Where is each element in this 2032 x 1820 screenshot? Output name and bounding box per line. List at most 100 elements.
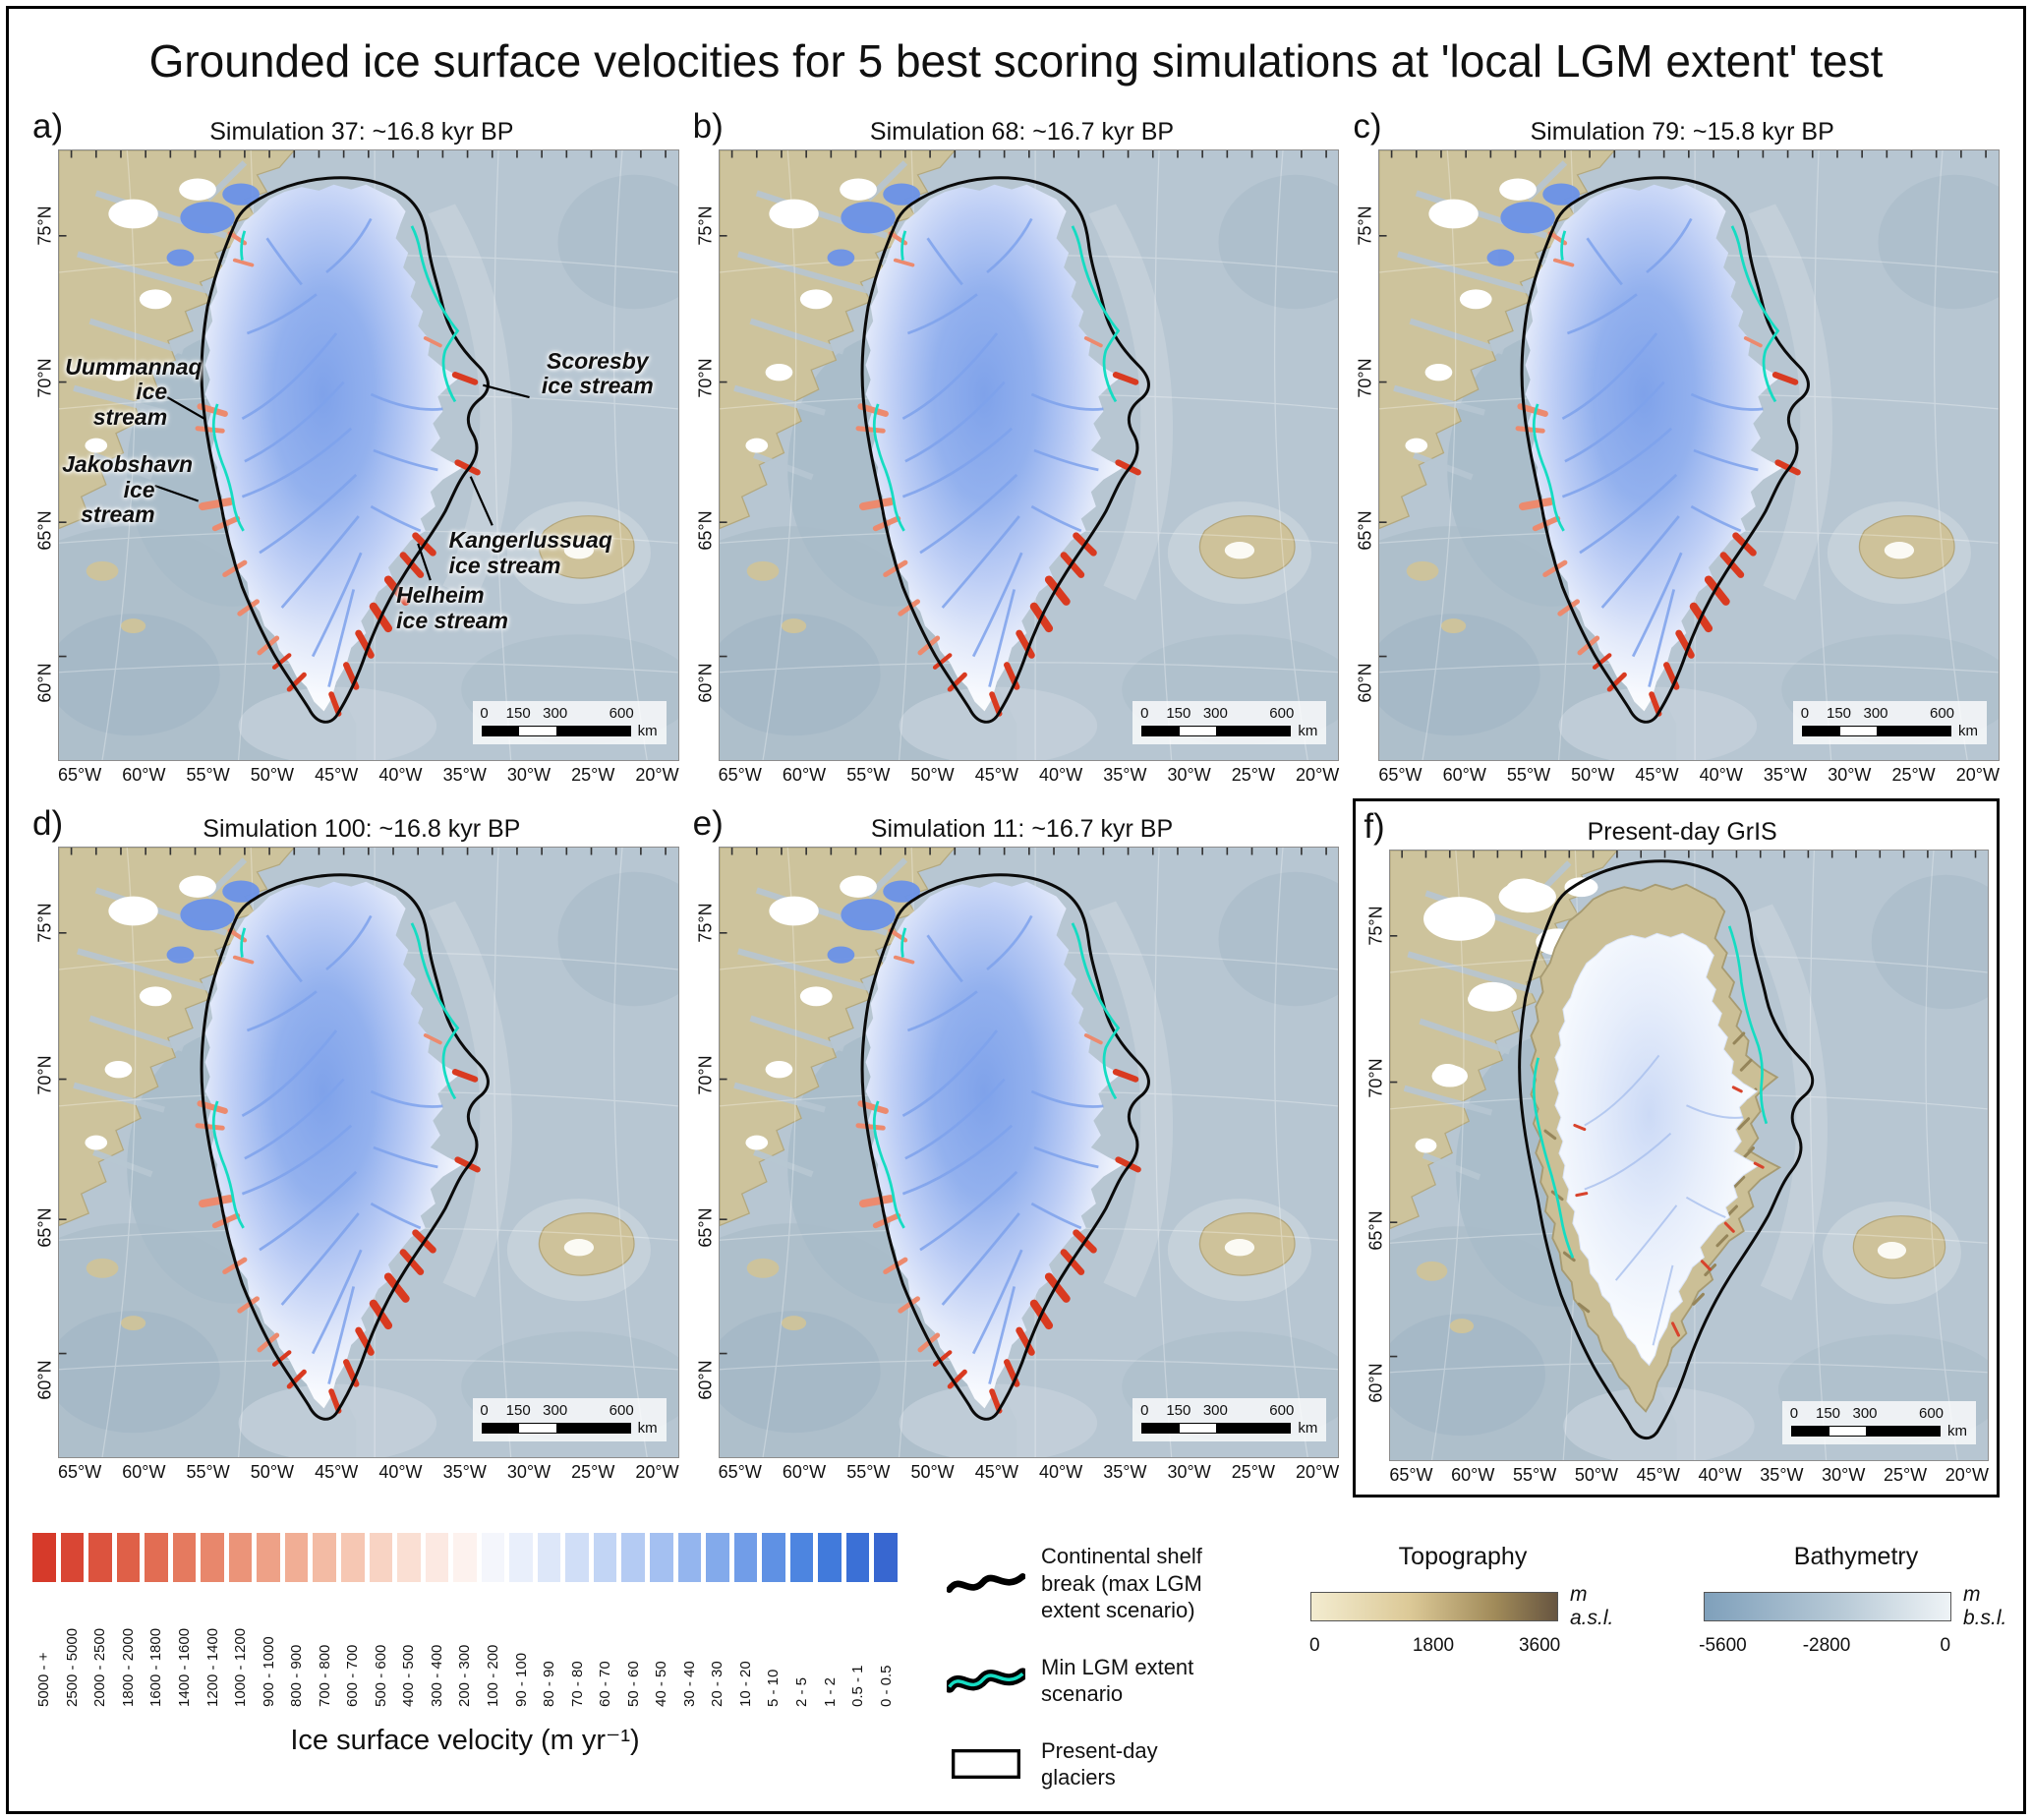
velocity-bin: 80 - 90 <box>537 1533 561 1707</box>
lon-label: 20°W <box>1945 1464 1989 1485</box>
lon-label: 60°W <box>782 1461 827 1482</box>
lat-label: 65°N <box>1365 1210 1386 1251</box>
velocity-bin-label: 50 - 60 <box>624 1661 642 1707</box>
lon-label: 20°W <box>635 764 679 785</box>
velocity-bin: 70 - 80 <box>565 1533 589 1707</box>
lat-axis: 75°N 70°N 65°N 60°N <box>693 149 719 759</box>
lat-label: 60°N <box>695 1360 716 1400</box>
velocity-bin: 600 - 700 <box>341 1533 365 1707</box>
velocity-bin: 2500 - 5000 <box>60 1533 85 1707</box>
panel-f-box: f) Present-day GrIS 75°N 70°N 65°N 60°N 0 15… <box>1353 798 2000 1497</box>
lon-label: 40°W <box>1038 764 1083 785</box>
lat-label: 75°N <box>695 903 716 943</box>
lon-label: 65°W <box>1389 1464 1433 1485</box>
panel-title-a: Simulation 37: ~16.8 kyr BP <box>209 118 514 146</box>
velocity-bin-label: 2500 - 5000 <box>63 1627 81 1707</box>
lon-axis: 65°W 60°W 55°W 50°W 45°W 40°W 35°W 30°W 25°W 20°W <box>693 1458 1340 1486</box>
scalebar-unit: km <box>1958 723 1978 739</box>
panel-c: c) Simulation 79: ~15.8 kyr BP 75°N 70°N 6… <box>1353 101 2000 789</box>
velocity-bin-label: 80 - 90 <box>541 1661 558 1707</box>
bathymetry-unit: m b.s.l. <box>1963 1583 2007 1629</box>
velocity-bin-label: 5000 - + <box>35 1652 53 1707</box>
scalebar-tick: 600 <box>609 705 634 722</box>
velocity-bin: 1400 - 1600 <box>172 1533 197 1707</box>
scalebar-tick: 300 <box>1202 1402 1228 1419</box>
velocity-bin-label: 40 - 50 <box>653 1661 670 1707</box>
velocity-swatch <box>201 1533 224 1582</box>
panel-letter-d: d) <box>32 804 64 843</box>
shelf-break-line-icon <box>947 1573 1025 1594</box>
lat-label: 60°N <box>1355 663 1375 703</box>
velocity-bin-label: 2 - 5 <box>793 1676 811 1707</box>
velocity-swatch <box>789 1533 814 1582</box>
scalebar-tick: 150 <box>505 705 531 722</box>
velocity-bin-label: 30 - 40 <box>680 1661 698 1707</box>
greenland-velocity-map <box>720 848 1339 1457</box>
velocity-swatch <box>116 1533 141 1582</box>
lon-label: 50°W <box>910 1461 955 1482</box>
velocity-bin: 700 - 800 <box>313 1533 337 1707</box>
lon-label: 60°W <box>122 1461 166 1482</box>
topography-tick: 0 <box>1308 1635 1320 1656</box>
lon-label: 30°W <box>506 1461 552 1482</box>
velocity-swatch <box>172 1533 197 1582</box>
velocity-bin-label: 1200 - 1400 <box>203 1627 221 1707</box>
velocity-bin-label: 5 - 10 <box>765 1669 783 1707</box>
lon-label: 30°W <box>1167 764 1211 785</box>
panel-b: b) Simulation 68: ~16.7 kyr BP 75°N 70°N 6… <box>693 101 1340 789</box>
scalebar-tick: 150 <box>1166 1402 1191 1419</box>
lon-label: 25°W <box>571 1461 615 1482</box>
greenland-velocity-map <box>59 848 678 1457</box>
bathymetry-tick: -5600 <box>1699 1635 1747 1656</box>
lon-label: 35°W <box>1103 1461 1147 1482</box>
velocity-bin-label: 1000 - 1200 <box>232 1627 250 1707</box>
legend-shelf-break: Continental shelf break (max LGM extent … <box>947 1543 1261 1624</box>
lon-label: 55°W <box>1506 764 1551 785</box>
map-simulation-79: 0 150 300 600 km <box>1378 149 2000 761</box>
velocity-bin: 30 - 40 <box>677 1533 702 1707</box>
lon-label: 35°W <box>442 1461 487 1482</box>
figure-title: Grounded ice surface velocities for 5 be… <box>148 35 1884 87</box>
velocity-swatch <box>733 1533 758 1582</box>
lon-label: 45°W <box>974 1461 1018 1482</box>
velocity-swatch <box>650 1533 673 1582</box>
velocity-bin-label: 70 - 80 <box>568 1661 586 1707</box>
lon-label: 35°W <box>1760 1464 1804 1485</box>
velocity-bin: 1000 - 1200 <box>228 1533 253 1707</box>
lon-axis: 65°W 60°W 55°W 50°W 45°W 40°W 35°W 30°W 25°W 20°W <box>32 1458 679 1486</box>
lon-label: 45°W <box>315 764 359 785</box>
lat-label: 75°N <box>34 903 55 943</box>
lon-label: 60°W <box>1442 764 1486 785</box>
panel-f: f) Present-day GrIS 75°N 70°N 65°N 60°N 0 15… <box>1353 798 2000 1497</box>
scalebar-tick: 150 <box>1166 705 1191 722</box>
lat-label: 70°N <box>34 1055 55 1095</box>
scalebar-bar <box>481 1423 631 1434</box>
velocity-bin: 40 - 50 <box>650 1533 673 1707</box>
velocity-bin: 5 - 10 <box>762 1533 785 1707</box>
scalebar-tick: 150 <box>505 1402 531 1419</box>
velocity-swatch <box>621 1533 646 1582</box>
lon-label: 30°W <box>1822 1464 1866 1485</box>
lon-label: 45°W <box>315 1461 359 1482</box>
scalebar-bar <box>1141 1423 1292 1434</box>
lon-label: 20°W <box>635 1461 679 1482</box>
lon-axis: 65°W 60°W 55°W 50°W 45°W 40°W 35°W 30°W 25°W 20°W <box>1353 761 2000 789</box>
scale-bar: 0 150 300 600 km <box>472 701 667 744</box>
bathymetry-tick: 0 <box>1940 1635 1951 1656</box>
topography-colorbar: Topography m a.s.l. 0 1800 3600 <box>1308 1543 1615 1659</box>
panel-letter-b: b) <box>692 107 724 146</box>
velocity-swatch <box>537 1533 561 1582</box>
scalebar-unit: km <box>1947 1423 1967 1439</box>
panel-title-b: Simulation 68: ~16.7 kyr BP <box>869 118 1175 146</box>
velocity-bin: 200 - 300 <box>453 1533 477 1707</box>
lon-label: 20°W <box>1955 764 2000 785</box>
velocity-swatch <box>593 1533 617 1582</box>
velocity-bin-label: 2000 - 2500 <box>91 1627 109 1707</box>
velocity-bin: 50 - 60 <box>621 1533 646 1707</box>
lon-label: 40°W <box>378 1461 423 1482</box>
velocity-swatch <box>874 1533 898 1582</box>
bathymetry-tick: -2800 <box>1802 1635 1851 1656</box>
lat-label: 70°N <box>1365 1058 1386 1098</box>
lat-label: 60°N <box>695 663 716 703</box>
lon-label: 65°W <box>718 764 762 785</box>
